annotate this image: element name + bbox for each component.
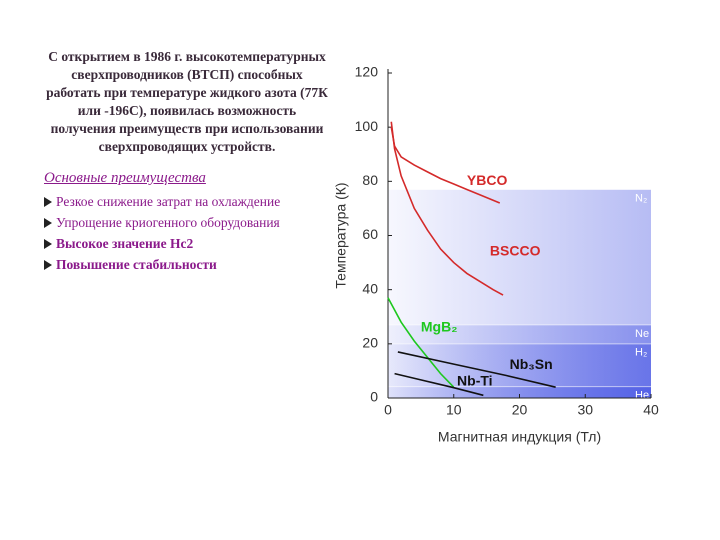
y-tick-label: 0 [370, 389, 378, 405]
series-label: MgB₂ [421, 318, 458, 334]
series-line [387, 297, 455, 388]
advantage-item: Резкое снижение затрат на охлаждение [44, 195, 330, 208]
advantage-item: Повышение стабильности [44, 258, 330, 271]
x-tick-label: 0 [384, 402, 392, 418]
series-line [394, 372, 484, 397]
x-tick-label: 30 [577, 402, 593, 418]
series-line [397, 351, 556, 388]
x-tick-label: 20 [512, 402, 528, 418]
intro: С открытием в 1986 г. высокотемпературны… [46, 49, 328, 154]
series-line [390, 121, 504, 296]
advantage-item: Упрощение криогенного оборудования [44, 216, 330, 229]
series-label: YBCO [467, 172, 508, 188]
series-label: Nb₃Sn [510, 356, 553, 372]
y-axis-label: Температура (К) [333, 182, 349, 288]
advantages-list: Резкое снижение затрат на охлаждение Упро… [44, 195, 330, 271]
band-label: He [635, 390, 649, 402]
x-tick-label: 10 [446, 402, 462, 418]
band-label: Ne [635, 328, 649, 340]
temperature-band [388, 386, 651, 398]
advantages-title: Основные преимущества [44, 170, 206, 186]
band-label: H₂ [635, 347, 647, 359]
series-label: Nb-Ti [457, 372, 493, 388]
y-tick-label: 40 [362, 280, 378, 296]
band-label: N₂ [635, 192, 647, 204]
x-tick-label: 40 [643, 402, 659, 418]
y-tick-label: 80 [362, 172, 378, 188]
y-tick-label: 100 [355, 118, 379, 134]
series-label: BSCCO [490, 242, 541, 258]
y-tick-label: 60 [362, 226, 378, 242]
series-line [390, 127, 501, 204]
y-tick-label: 20 [362, 335, 378, 351]
y-tick-label: 120 [355, 64, 379, 80]
advantage-item: Высокое значение Нс2 [44, 237, 330, 250]
x-axis-label: Магнитная индукция (Тл) [438, 429, 601, 445]
text-block: С открытием в 1986 г. высокотемпературны… [44, 48, 330, 279]
